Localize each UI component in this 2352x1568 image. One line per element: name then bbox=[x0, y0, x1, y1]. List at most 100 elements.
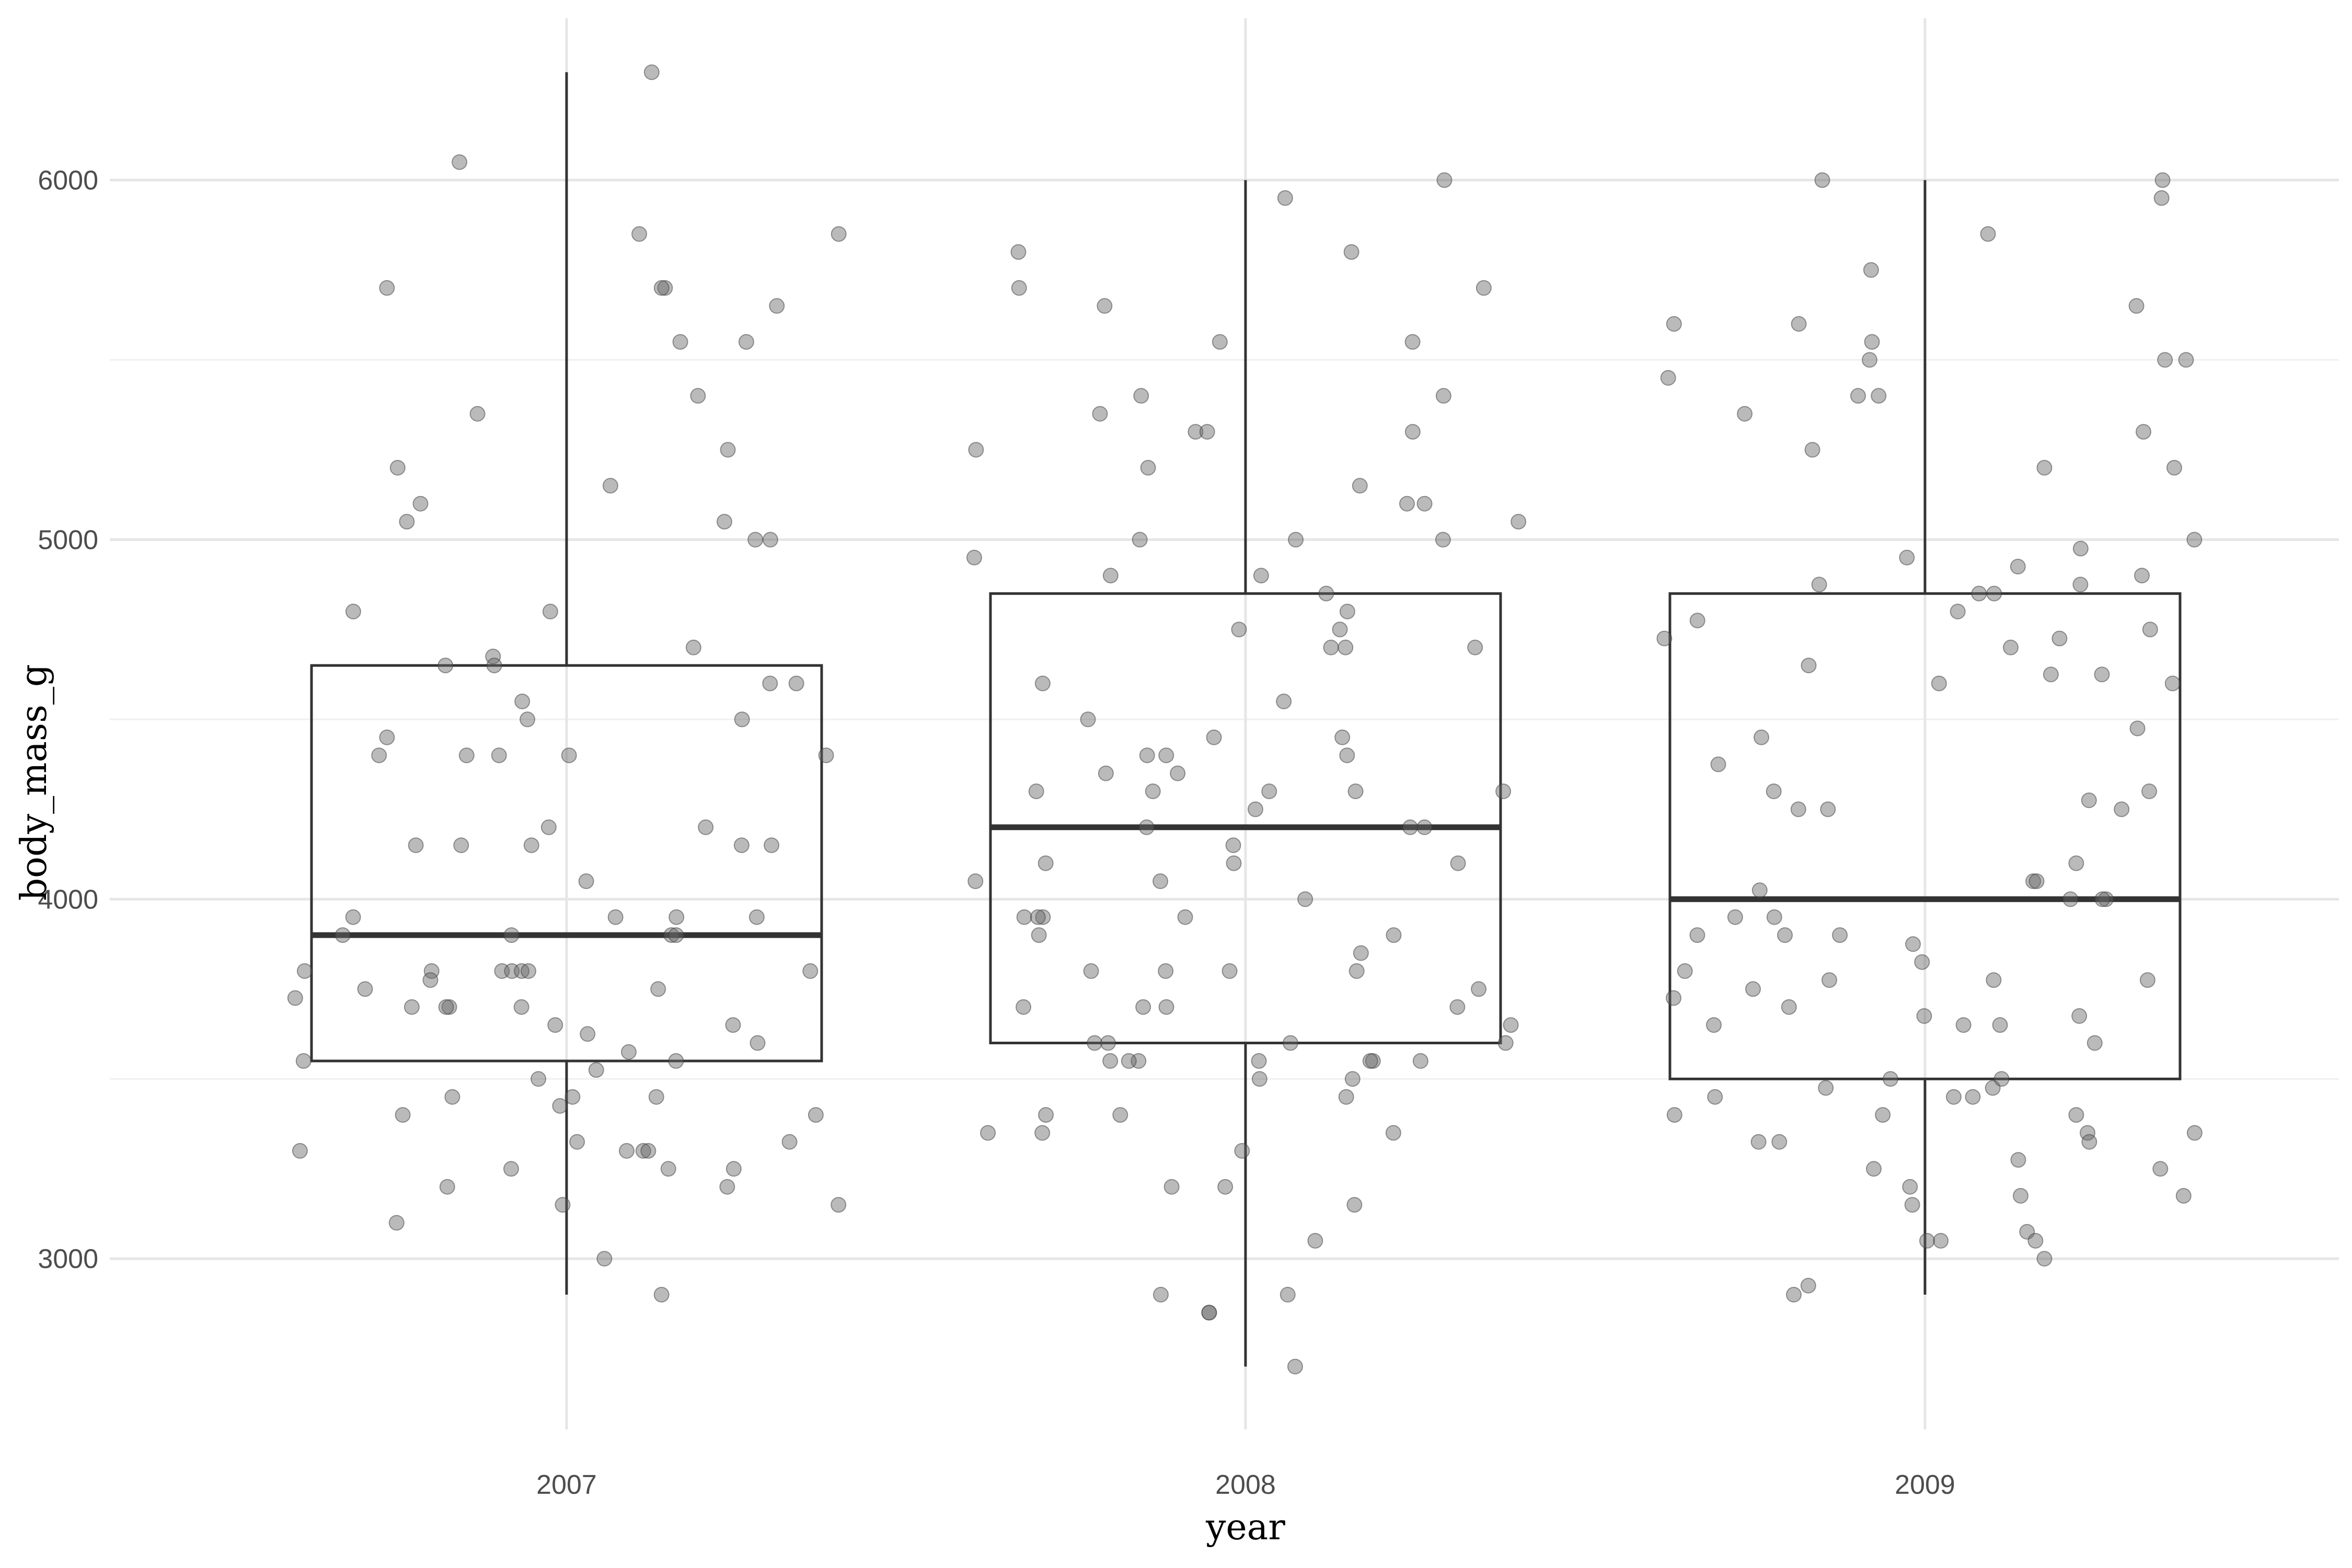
data-point bbox=[650, 981, 666, 997]
data-point bbox=[388, 1215, 405, 1231]
data-point bbox=[403, 999, 420, 1015]
data-point bbox=[1706, 1017, 1722, 1033]
data-point bbox=[1435, 388, 1451, 404]
data-point bbox=[781, 1134, 798, 1150]
data-point bbox=[1727, 909, 1743, 925]
data-point bbox=[1791, 316, 1807, 332]
data-point bbox=[1145, 783, 1161, 799]
data-point bbox=[555, 1197, 571, 1213]
data-point bbox=[1677, 963, 1693, 979]
data-point bbox=[1386, 927, 1402, 943]
data-point bbox=[1866, 1161, 1882, 1177]
data-point bbox=[1037, 855, 1054, 871]
data-point bbox=[514, 694, 531, 709]
data-point bbox=[1234, 1143, 1250, 1159]
data-point bbox=[1140, 459, 1156, 476]
data-point bbox=[295, 1053, 312, 1069]
data-point bbox=[619, 1143, 635, 1159]
data-point bbox=[422, 972, 439, 988]
data-point bbox=[486, 658, 502, 674]
data-point bbox=[980, 1125, 996, 1141]
x-tick-label: 2007 bbox=[536, 1470, 597, 1500]
data-point bbox=[1206, 729, 1222, 745]
data-point bbox=[1404, 334, 1421, 350]
data-point bbox=[1503, 1017, 1519, 1033]
data-point bbox=[1450, 855, 1466, 871]
data-point bbox=[412, 495, 429, 512]
data-point bbox=[668, 927, 684, 943]
data-point bbox=[292, 1143, 308, 1159]
data-point bbox=[335, 927, 351, 943]
data-point bbox=[1946, 1089, 1962, 1105]
tick-labels: 3000 4000 5000 6000 2007 2008 2009 bbox=[38, 166, 1955, 1500]
data-point bbox=[1153, 1287, 1169, 1302]
iqr-box bbox=[310, 664, 823, 1063]
data-point bbox=[1985, 1080, 2001, 1096]
data-point bbox=[1950, 604, 1966, 619]
data-point bbox=[750, 1035, 766, 1051]
data-point bbox=[1135, 999, 1151, 1015]
data-point bbox=[1821, 972, 1837, 988]
data-point bbox=[966, 549, 982, 566]
data-point bbox=[2010, 559, 2026, 574]
data-point bbox=[685, 639, 701, 655]
data-point bbox=[2071, 1008, 2088, 1024]
data-point bbox=[788, 675, 804, 691]
data-point bbox=[748, 909, 765, 925]
data-point bbox=[1689, 613, 1705, 629]
data-point bbox=[531, 1071, 547, 1087]
data-point bbox=[2051, 630, 2068, 647]
data-point bbox=[2152, 1161, 2169, 1177]
data-point bbox=[831, 226, 847, 242]
data-point bbox=[1201, 1305, 1217, 1321]
data-point bbox=[1132, 532, 1148, 548]
data-point bbox=[1112, 1107, 1128, 1123]
data-point bbox=[1016, 999, 1032, 1015]
data-point bbox=[547, 1017, 563, 1033]
data-point bbox=[1334, 729, 1351, 745]
data-point bbox=[1992, 1017, 2008, 1033]
data-point bbox=[345, 909, 361, 925]
data-point bbox=[379, 729, 395, 745]
data-point bbox=[1097, 298, 1113, 314]
data-point bbox=[1028, 783, 1044, 799]
data-point bbox=[469, 406, 486, 422]
data-point bbox=[453, 837, 469, 854]
data-point bbox=[631, 226, 648, 242]
data-point bbox=[437, 658, 454, 674]
data-point bbox=[2142, 621, 2158, 638]
data-point bbox=[802, 963, 818, 979]
data-point bbox=[1986, 972, 2002, 988]
data-point bbox=[1347, 783, 1364, 799]
data-point bbox=[1102, 568, 1119, 584]
data-point bbox=[1666, 1107, 1682, 1123]
data-point bbox=[1343, 244, 1359, 260]
data-point bbox=[1152, 873, 1169, 889]
data-point bbox=[1801, 658, 1817, 674]
data-point bbox=[1862, 352, 1877, 368]
data-point bbox=[1814, 172, 1830, 188]
data-point bbox=[653, 1287, 670, 1302]
data-point bbox=[1332, 621, 1348, 638]
data-point bbox=[717, 514, 732, 530]
x-axis-title: year bbox=[1205, 1507, 1285, 1548]
data-point bbox=[1449, 999, 1466, 1015]
data-point bbox=[1011, 280, 1027, 296]
y-tick-label: 4000 bbox=[38, 884, 98, 915]
data-point bbox=[2154, 172, 2171, 188]
data-point bbox=[1177, 909, 1193, 925]
data-point bbox=[1187, 424, 1204, 440]
data-point bbox=[1820, 801, 1836, 817]
data-point bbox=[1416, 819, 1433, 835]
data-point bbox=[648, 1089, 664, 1105]
data-point bbox=[818, 747, 834, 764]
y-tick-label: 3000 bbox=[38, 1244, 98, 1274]
data-point bbox=[1348, 963, 1365, 979]
data-point bbox=[1766, 783, 1782, 799]
data-point bbox=[1344, 1071, 1361, 1087]
data-point bbox=[588, 1062, 604, 1078]
data-point bbox=[513, 999, 529, 1015]
data-point bbox=[1786, 1287, 1802, 1302]
data-point bbox=[2094, 891, 2111, 907]
data-point bbox=[379, 280, 395, 296]
